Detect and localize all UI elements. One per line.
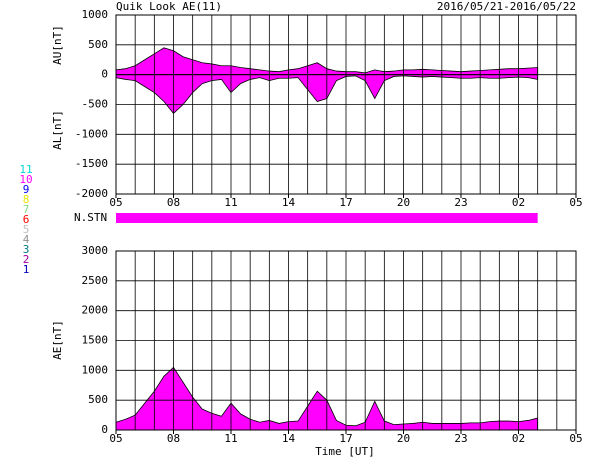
x-tick-label: 20: [397, 432, 410, 445]
x-tick-label: 08: [167, 196, 180, 209]
area: [115, 47, 539, 76]
x-tick-label: 02: [512, 432, 525, 445]
station-legend-label: 5: [23, 223, 30, 236]
y-tick-label: 1000: [82, 8, 109, 21]
y-tick-label: -500: [82, 98, 109, 111]
y-tick-label: 500: [88, 38, 108, 51]
chart-title: Quik Look AE(11): [116, 0, 222, 13]
x-tick-label: 11: [224, 196, 237, 209]
y-tick-label: 2000: [82, 304, 109, 317]
date-range: 2016/05/21-2016/05/22: [437, 0, 576, 13]
y-tick-label: 1500: [82, 334, 109, 347]
x-tick-label: 11: [224, 432, 237, 445]
x-tick-label: 17: [339, 196, 352, 209]
station-legend-label: 6: [23, 213, 30, 226]
station-legend-label: 1: [23, 263, 30, 276]
x-tick-label: 05: [569, 196, 582, 209]
station-legend-label: 7: [23, 203, 30, 216]
station-legend-label: 11: [19, 163, 32, 176]
x-tick-label: 20: [397, 196, 410, 209]
y-axis-label: AU[nT]: [51, 25, 64, 65]
station-legend-label: 9: [23, 183, 30, 196]
station-legend-label: 4: [23, 233, 30, 246]
x-tick-label: 08: [167, 432, 180, 445]
station-legend-label: 2: [23, 253, 30, 266]
y-tick-label: 0: [101, 423, 108, 436]
x-tick-label: 14: [282, 432, 296, 445]
x-tick-label: 23: [454, 196, 467, 209]
y-tick-label: -1000: [75, 127, 108, 140]
y-tick-label: 1000: [82, 363, 109, 376]
x-tick-label: 05: [109, 432, 122, 445]
x-tick-label: 14: [282, 196, 296, 209]
y-axis-label: AL[nT]: [51, 110, 64, 150]
y-tick-label: 500: [88, 393, 108, 406]
y-tick-label: 3000: [82, 244, 109, 257]
y-axis-label: AE[nT]: [51, 320, 64, 360]
y-tick-label: 2500: [82, 274, 109, 287]
station-legend-label: 8: [23, 193, 30, 206]
x-tick-label: 23: [454, 432, 467, 445]
y-tick-label: 0: [101, 68, 108, 81]
x-tick-label: 05: [569, 432, 582, 445]
station-legend-label: 3: [23, 243, 30, 256]
x-tick-label: 05: [109, 196, 122, 209]
y-tick-label: -2000: [75, 187, 108, 200]
station-legend-label: 10: [19, 173, 32, 186]
station-bar-label: N.STN: [74, 211, 107, 224]
y-tick-label: -1500: [75, 157, 108, 170]
x-tick-label: 02: [512, 196, 525, 209]
station-bar: [116, 213, 538, 223]
x-axis-label: Time [UT]: [315, 445, 375, 458]
x-tick-label: 17: [339, 432, 352, 445]
